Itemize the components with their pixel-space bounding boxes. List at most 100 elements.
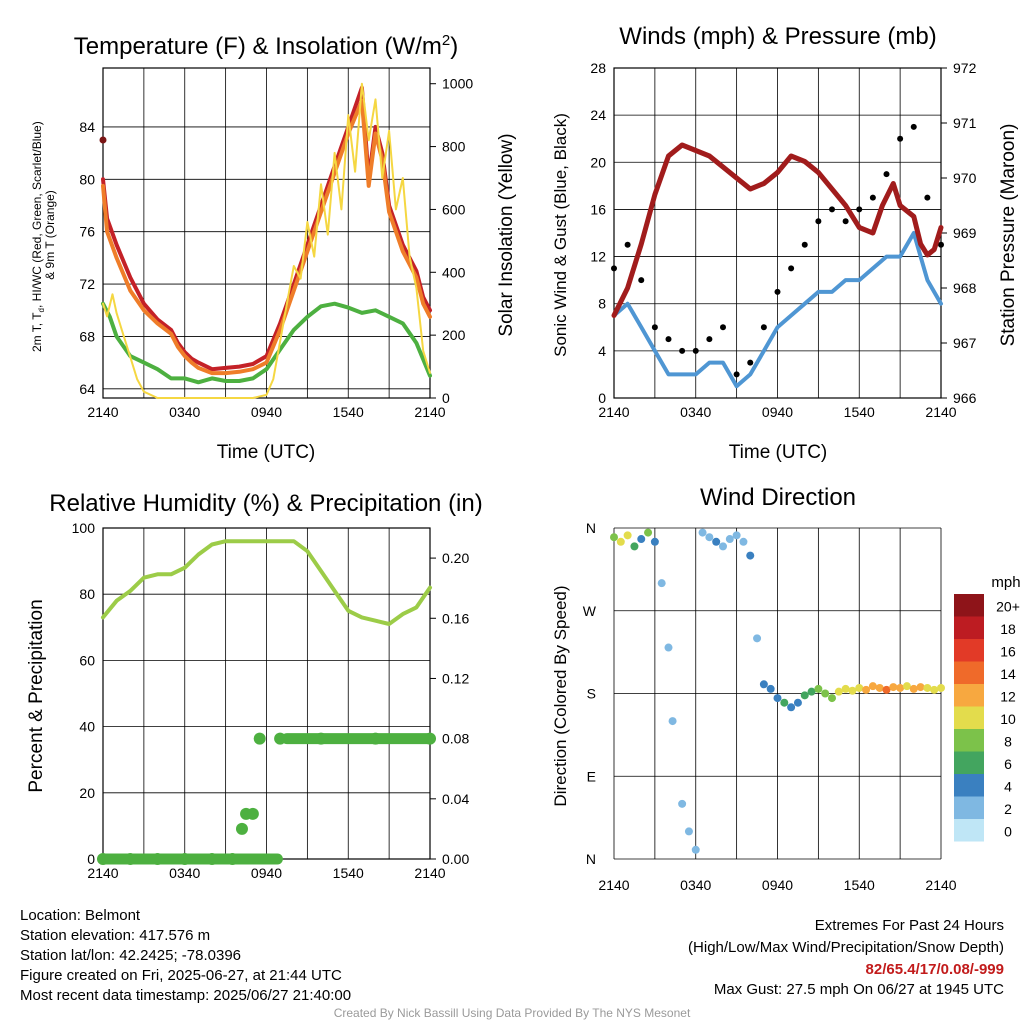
wind_direction-point: [664, 643, 673, 652]
winds-y2-tick-label: 967: [953, 335, 977, 351]
wind_direction-point: [753, 634, 762, 643]
colorbar-label: 8: [1004, 733, 1012, 749]
colorbar-swatch: [954, 774, 984, 797]
speed-colorbar: 0 2 4 6 8 10 12 14 16 18 20+: [954, 594, 1020, 842]
temperature-y2-tick-label: 800: [442, 139, 466, 155]
wind_direction-point: [732, 531, 741, 540]
wind_direction-point: [875, 683, 884, 692]
colorbar-label: 20+: [996, 598, 1020, 614]
winds-x-tick-label: 2140: [598, 404, 629, 420]
winds-gust-point: [706, 336, 713, 343]
winds-gust-point: [788, 265, 795, 272]
wind_direction-x-tick-label: 2140: [925, 877, 956, 893]
temperature-y-tick-label: 72: [79, 276, 95, 292]
winds-gust-point: [883, 171, 890, 178]
wind_direction-x-tick-label: 0940: [762, 877, 793, 893]
winds-gust-point: [938, 241, 944, 248]
wind_direction-point: [759, 680, 768, 689]
figure-created: Figure created on Fri, 2025-06-27, at 21…: [20, 967, 342, 984]
humidity-precip-point: [246, 807, 259, 820]
temperature-x-tick-label: 2140: [414, 404, 445, 420]
winds-y-tick-label: 28: [590, 60, 606, 76]
wind_direction-point: [691, 845, 700, 854]
humidity-x-tick-label: 1540: [333, 865, 364, 881]
colorbar-label: 4: [1004, 778, 1012, 794]
winds-series-wind: [612, 231, 943, 389]
winds-x-axis-label: Time (UTC): [729, 442, 828, 463]
winds-gust-point: [829, 206, 835, 213]
winds-gust-point: [747, 359, 754, 366]
wind_direction-point: [909, 684, 918, 693]
winds-y2-tick-label: 966: [953, 390, 977, 406]
wind_direction-point: [698, 528, 707, 537]
colorbar-unit-label: mph: [991, 574, 1020, 591]
wind_direction-y-tick-label: W: [583, 603, 597, 619]
extremes-title: Extremes For Past 24 Hours: [814, 917, 1004, 934]
humidity-x-tick-label: 2140: [414, 865, 445, 881]
wind_direction-point: [780, 698, 789, 707]
wind_direction-point: [793, 698, 802, 707]
temperature-y-axis-label: 2m T, Td, HI/WC (Red, Green, Scarlet/Blu…: [30, 118, 57, 352]
wind_direction-point: [773, 694, 782, 703]
winds-y-tick-label: 8: [598, 296, 606, 312]
humidity-y2-tick-label: 0.20: [442, 550, 469, 566]
station-elevation: Station elevation: 417.576 m: [20, 927, 211, 944]
humidity-y-tick-label: 80: [79, 586, 95, 602]
wind_direction-point: [616, 537, 625, 546]
wind_direction-point: [855, 683, 864, 692]
colorbar-swatch: [954, 639, 984, 662]
direction-y-axis-label: Direction (Colored By Speed): [551, 585, 570, 806]
temperature-y2-axis-label: Solar Insolation (Yellow): [496, 133, 517, 336]
humidity-y-tick-label: 40: [79, 719, 95, 735]
humidity-y-axis-label: Percent & Precipitation: [26, 599, 47, 792]
winds-gust-point: [897, 135, 904, 142]
winds-y-tick-label: 24: [590, 107, 606, 123]
wind_direction-point: [821, 689, 830, 698]
humidity-panel: Relative Humidity (%) & Precipitation (i…: [26, 490, 483, 793]
colorbar-swatch: [954, 706, 984, 729]
temperature-y-tick-label: 64: [79, 381, 95, 397]
winds-gust-point: [679, 347, 686, 354]
winds-y-axis-label: Sonic Wind & Gust (Blue, Black): [551, 113, 570, 357]
wind_direction-point: [800, 691, 809, 700]
plot-layer: 2140 0340 0940 1540 214064687276808402004006…: [72, 60, 977, 893]
winds-gust-point: [760, 324, 767, 331]
humidity-y-tick-label: 60: [79, 652, 95, 668]
winds-gust-point: [611, 265, 617, 272]
winds-y-tick-label: 0: [598, 390, 606, 406]
temperature-point-heat_index: [99, 136, 107, 144]
wind_direction-point: [644, 528, 653, 537]
winds-gust-point: [651, 324, 658, 331]
wind_direction-point: [923, 683, 932, 692]
colorbar-label: 6: [1004, 756, 1012, 772]
winds-gust-point: [774, 288, 781, 295]
winds-gust-point: [815, 218, 822, 225]
temperature-x-axis-label: Time (UTC): [217, 442, 316, 463]
winds-gust-point: [910, 123, 917, 130]
wind_direction-point: [650, 537, 659, 546]
humidity-y-tick-label: 100: [72, 520, 96, 536]
wind_direction-point: [766, 684, 775, 693]
winds-x-tick-label: 1540: [844, 404, 875, 420]
winds-gust-point: [842, 218, 849, 225]
wind_direction-point: [719, 542, 727, 551]
wind_direction-point: [630, 542, 639, 551]
colorbar-swatch: [954, 819, 984, 842]
extremes-subtitle: (High/Low/Max Wind/Precipitation/Snow De…: [688, 939, 1004, 956]
winds-panel: Winds (mph) & Pressure (mb) Time (UTC) S…: [551, 23, 1019, 463]
colorbar-label: 12: [1000, 688, 1016, 704]
temperature-y2-tick-label: 0: [442, 390, 450, 406]
humidity-y2-tick-label: 0.08: [442, 731, 469, 747]
wind_direction-point: [712, 537, 721, 546]
wind_direction-point: [834, 687, 843, 696]
humidity-x-tick-label: 0940: [251, 865, 282, 881]
temperature-y2-tick-label: 1000: [442, 76, 473, 92]
colorbar-swatch: [954, 751, 984, 774]
wind_direction-point: [705, 533, 714, 542]
temperature-y-tick-label: 68: [79, 328, 95, 344]
humidity-y-tick-label: 0: [87, 851, 95, 867]
colorbar-label: 10: [1000, 711, 1016, 727]
humidity-chart-title: Relative Humidity (%) & Precipitation (i…: [49, 490, 482, 517]
wind_direction-point: [896, 683, 905, 692]
